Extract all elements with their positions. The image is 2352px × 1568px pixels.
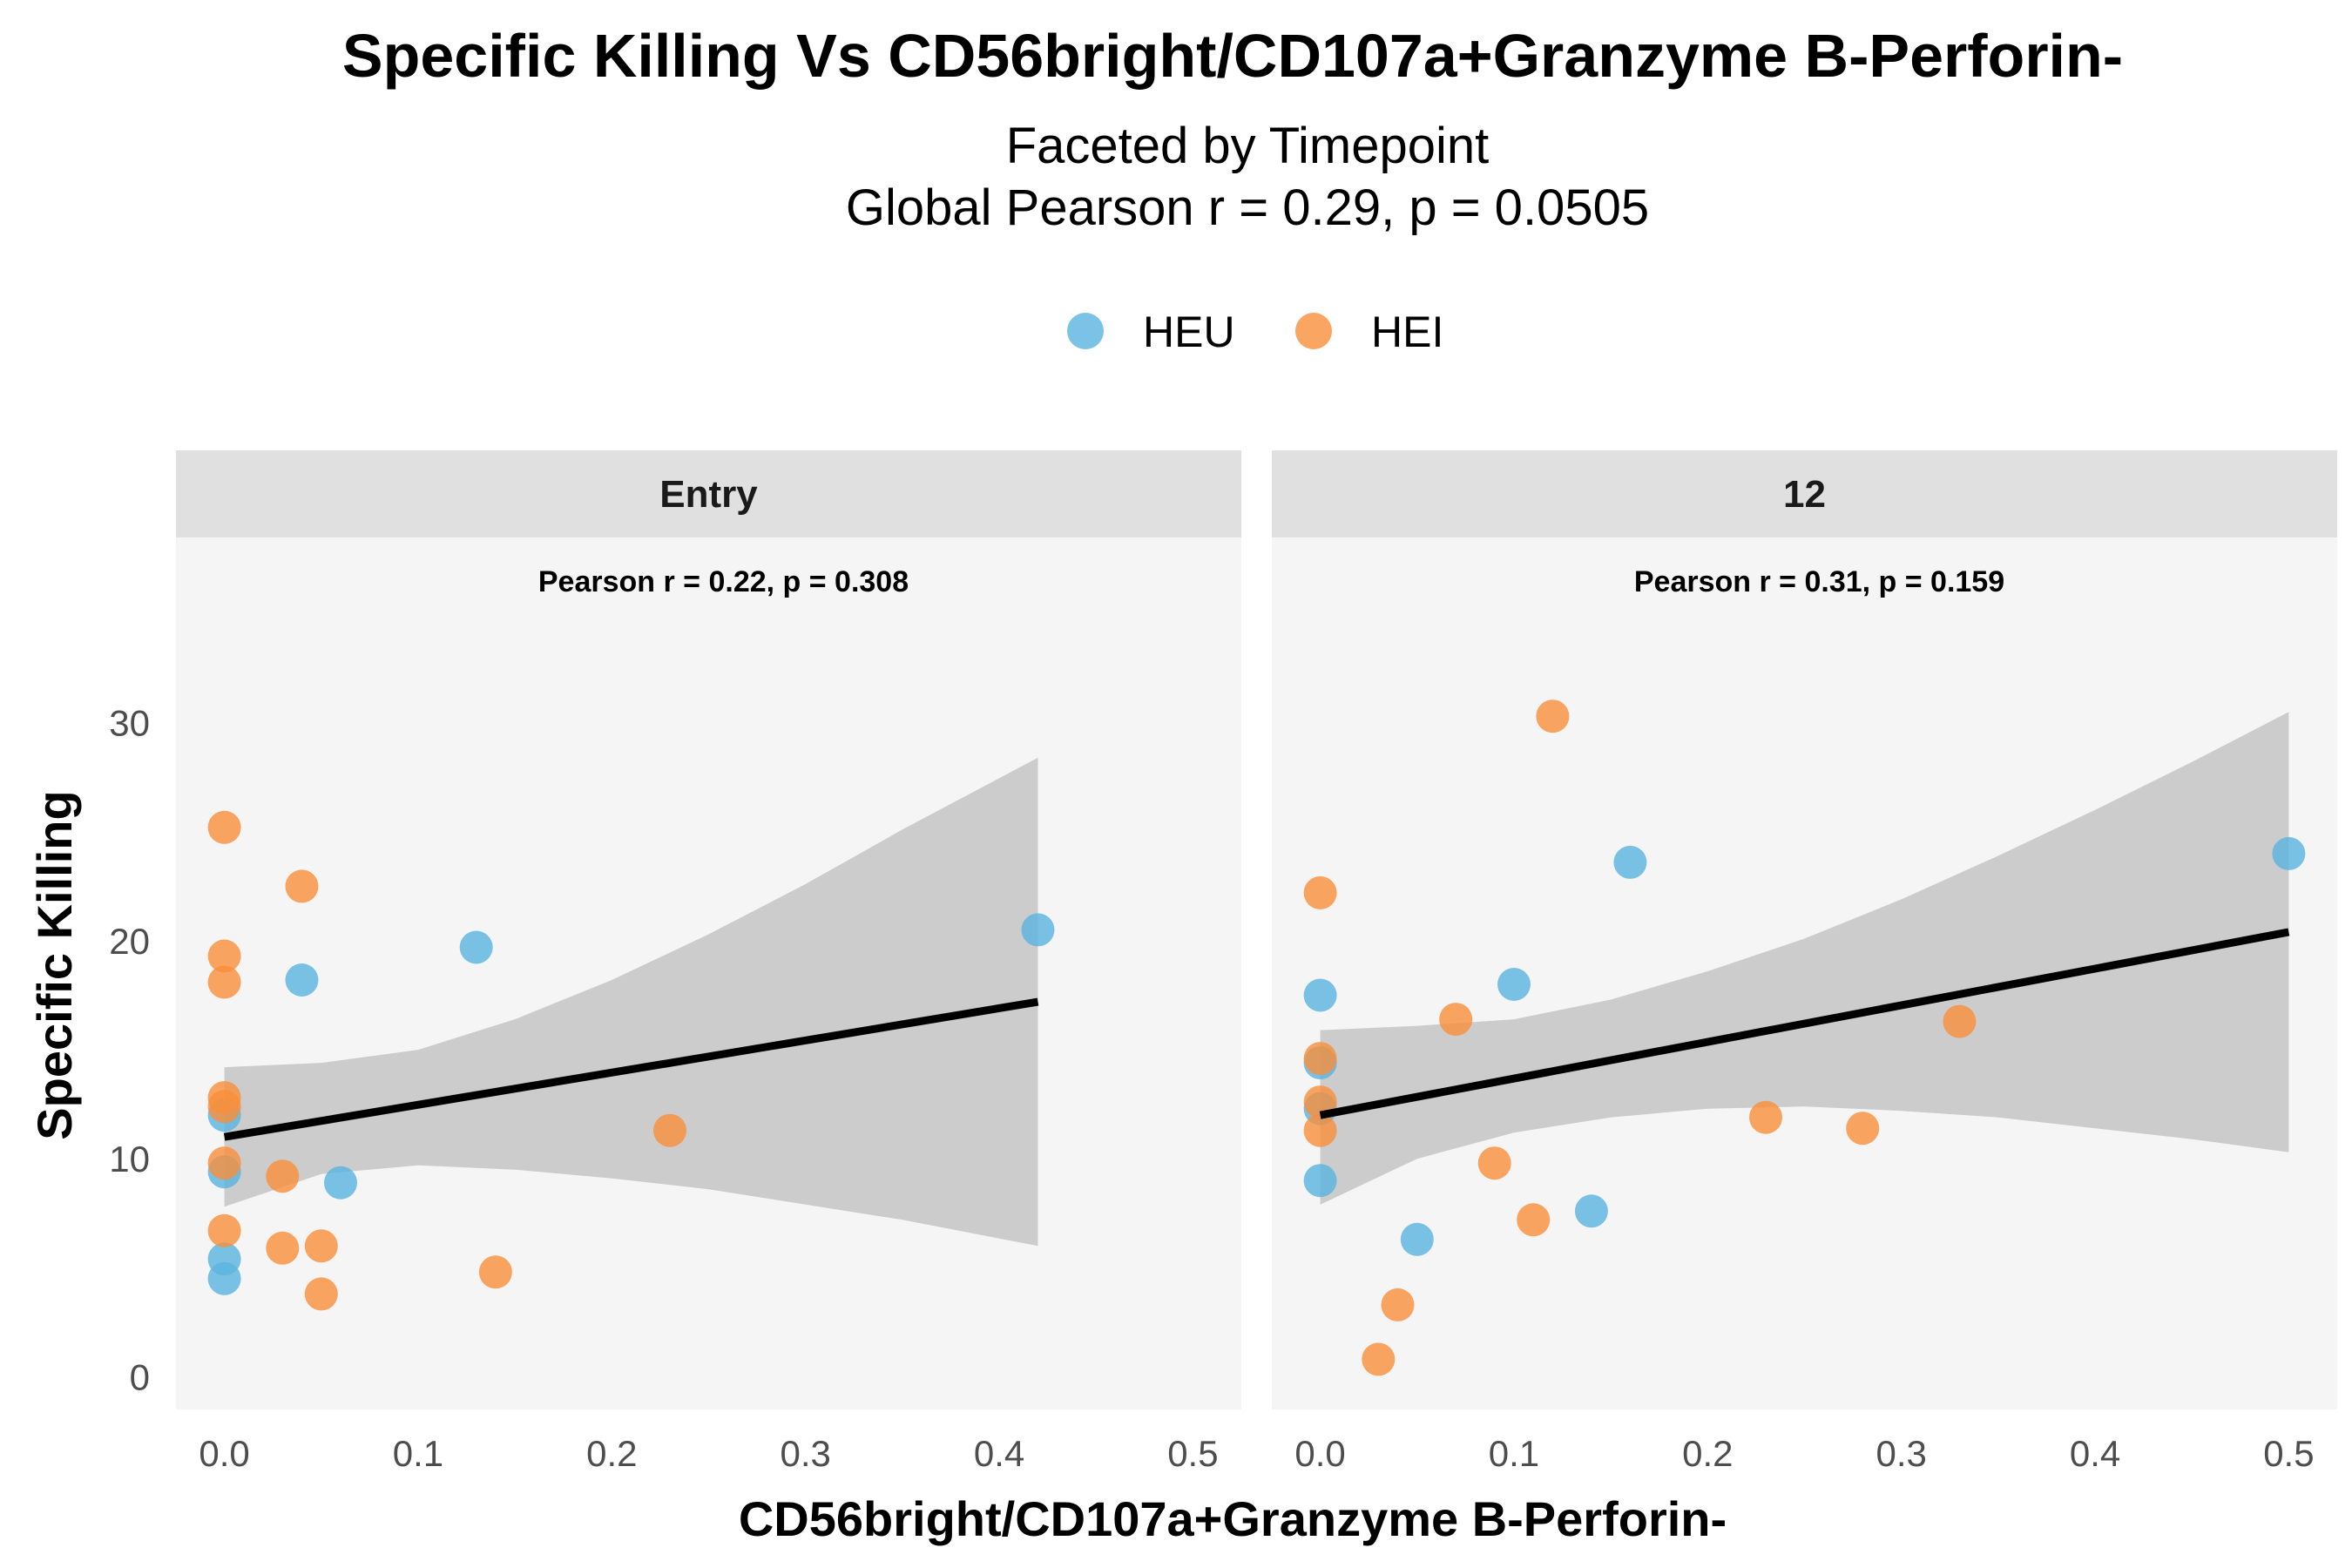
y-axis-title: Specific Killing <box>27 790 82 1139</box>
facet-strip-label: 12 <box>1783 473 1826 516</box>
x-tick-label: 0.4 <box>974 1433 1024 1474</box>
x-tick-label: 0.3 <box>780 1433 830 1474</box>
data-point-hei <box>1381 1288 1415 1321</box>
data-point-heu <box>285 963 319 997</box>
y-tick-label: 30 <box>109 703 150 744</box>
data-point-hei <box>1749 1100 1782 1134</box>
chart-subtitle-line-1: Faceted by Timepoint <box>1006 118 1490 174</box>
facet-strip-label: Entry <box>659 473 758 516</box>
x-tick-label: 0.3 <box>1876 1433 1926 1474</box>
data-point-hei <box>478 1255 512 1289</box>
x-tick-label: 0.2 <box>586 1433 637 1474</box>
data-point-hei <box>1362 1342 1396 1376</box>
correlation-annotation: Pearson r = 0.22, p = 0.308 <box>538 565 909 598</box>
data-point-heu <box>2272 836 2306 870</box>
data-point-hei <box>207 965 241 999</box>
facet-strip-12 <box>1272 450 2337 537</box>
data-point-heu <box>459 930 493 964</box>
y-tick-label: 10 <box>109 1139 150 1179</box>
data-point-hei <box>1477 1146 1511 1180</box>
data-point-heu <box>1497 968 1531 1001</box>
y-tick-label: 0 <box>130 1356 150 1397</box>
y-tick-label: 20 <box>109 921 150 962</box>
legend: HEU HEI <box>1067 308 1443 356</box>
data-point-hei <box>207 1146 241 1180</box>
data-point-hei <box>304 1229 338 1263</box>
data-point-heu <box>1613 845 1647 879</box>
data-point-hei <box>1943 1004 1977 1038</box>
data-point-hei <box>266 1159 300 1193</box>
data-point-hei <box>285 869 319 903</box>
data-point-hei <box>266 1231 300 1265</box>
chart-title: Specific Killing Vs CD56bright/CD107a+Gr… <box>342 22 2123 90</box>
data-point-heu <box>1574 1194 1608 1228</box>
legend-marker-heu <box>1067 313 1104 349</box>
facet-panel-12: 12 Pearson r = 0.31, p = 0.159 0.0 0.1 0.2 0.… <box>1272 450 2337 1474</box>
x-tick-label: 0.5 <box>2263 1433 2314 1474</box>
x-axis-title: CD56bright/CD107a+Granzyme B-Perforin- <box>739 1491 1727 1546</box>
x-tick-label: 0.0 <box>199 1433 249 1474</box>
data-point-heu <box>1021 913 1055 947</box>
data-point-hei <box>1517 1203 1551 1237</box>
data-point-heu <box>1400 1222 1434 1256</box>
data-point-heu <box>324 1166 357 1200</box>
data-point-hei <box>1303 875 1337 909</box>
data-point-hei <box>653 1113 686 1147</box>
x-tick-label: 0.4 <box>2070 1433 2120 1474</box>
data-point-hei <box>304 1277 338 1311</box>
x-tick-label: 0.0 <box>1294 1433 1345 1474</box>
correlation-annotation: Pearson r = 0.31, p = 0.159 <box>1634 565 2004 598</box>
confidence-band <box>1320 712 2289 1205</box>
x-tick-label: 0.5 <box>1167 1433 1218 1474</box>
x-tick-label: 0.1 <box>1489 1433 1539 1474</box>
data-point-heu <box>207 1261 241 1295</box>
data-point-heu <box>1303 1164 1337 1198</box>
data-point-hei <box>1536 700 1570 733</box>
data-point-hei <box>207 810 241 844</box>
data-point-hei <box>207 1213 241 1247</box>
data-point-hei <box>207 1090 241 1124</box>
facet-panel-entry: Entry Pearson r = 0.22, p = 0.308 0.0 0.1 0.… <box>109 450 1241 1474</box>
data-point-hei <box>207 939 241 973</box>
facet-strip-entry <box>176 450 1241 537</box>
legend-label-heu: HEU <box>1143 308 1235 356</box>
data-point-hei <box>1439 1003 1473 1037</box>
x-tick-label: 0.2 <box>1682 1433 1733 1474</box>
data-point-hei <box>1303 1113 1337 1147</box>
data-point-hei <box>1303 1042 1337 1076</box>
regression-line <box>223 997 1039 1141</box>
data-point-hei <box>1846 1112 1880 1146</box>
regression-line <box>1319 928 2290 1119</box>
legend-label-hei: HEI <box>1371 308 1443 356</box>
confidence-band <box>224 757 1038 1247</box>
chart-subtitle-line-2: Global Pearson r = 0.29, p = 0.0505 <box>846 179 1649 236</box>
data-point-heu <box>1303 978 1337 1012</box>
legend-marker-hei <box>1295 313 1332 349</box>
x-tick-label: 0.1 <box>393 1433 443 1474</box>
